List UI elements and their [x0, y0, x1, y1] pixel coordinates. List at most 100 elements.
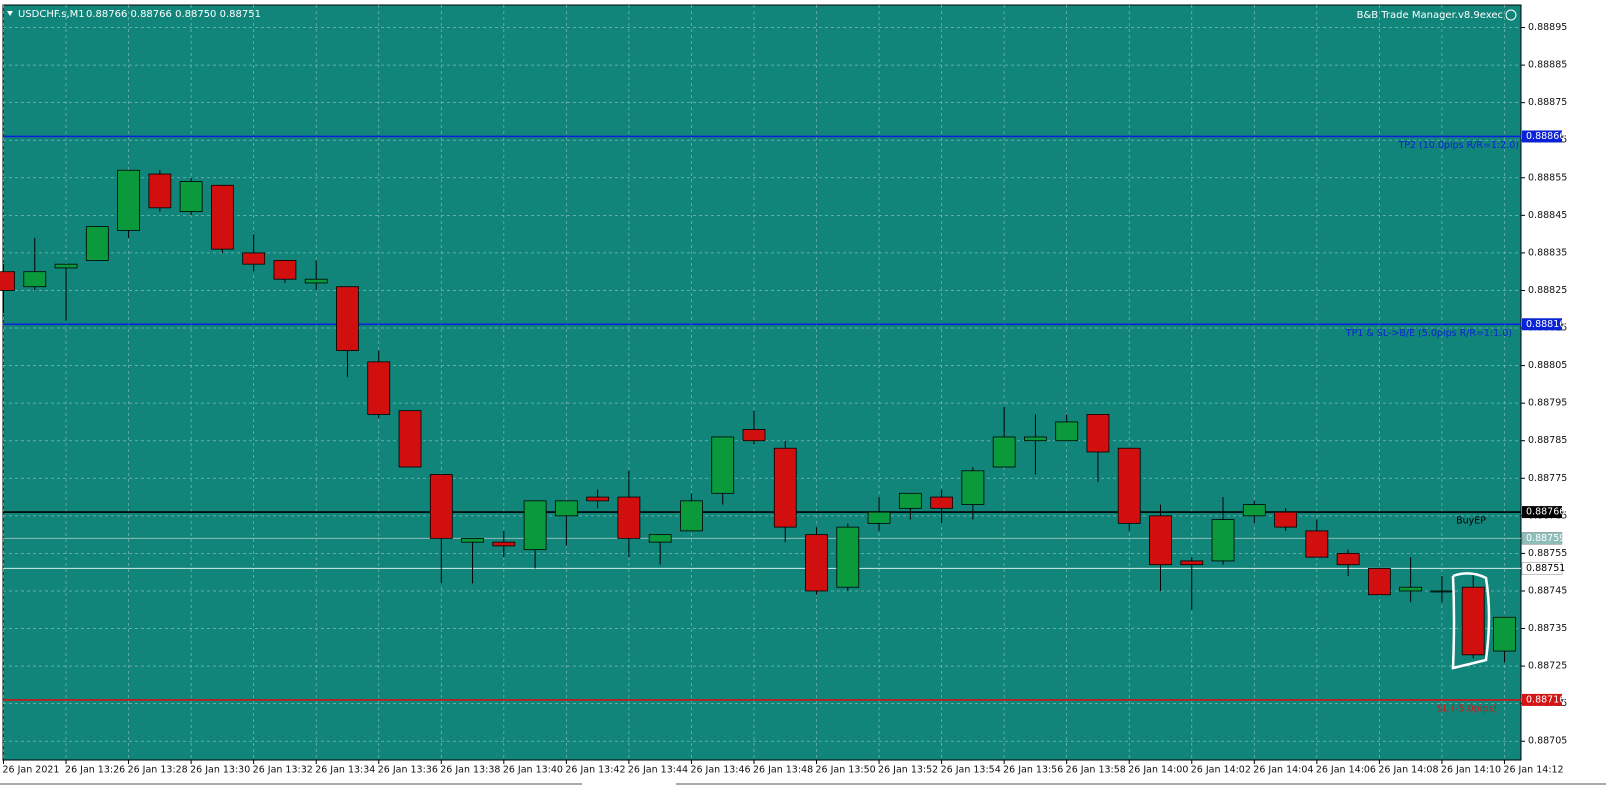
candle-body	[1274, 511, 1297, 528]
candle-body	[1117, 447, 1141, 524]
price-tag-label: 0.88751	[1526, 563, 1565, 574]
menu-triangle[interactable]	[7, 11, 13, 16]
x-tick-label: 26 Jan 13:26	[65, 765, 125, 776]
candle-body	[867, 511, 891, 524]
y-tick-label: 0.88835	[1528, 247, 1567, 258]
candle-body	[1024, 436, 1047, 442]
y-tick-label: 0.88825	[1528, 285, 1567, 296]
candle-body	[367, 361, 391, 415]
y-tick-label: 0.88745	[1528, 585, 1567, 596]
candle-body	[0, 271, 15, 291]
candle-body	[554, 500, 578, 517]
x-tick-label: 26 Jan 13:34	[315, 765, 375, 776]
candle-body	[836, 526, 860, 588]
y-tick-label: 0.88895	[1528, 22, 1567, 33]
y-tick-label: 0.88885	[1528, 60, 1567, 71]
candle-body	[398, 410, 422, 468]
price-tag	[1521, 562, 1563, 575]
candle-body	[148, 173, 172, 209]
grid	[3, 5, 1521, 760]
candle-body	[992, 436, 1016, 468]
price-tag-label: 0.88759	[1526, 533, 1565, 544]
candle-body	[429, 474, 453, 539]
candle-body	[1493, 616, 1516, 652]
level-tag-label: 0.88766	[1526, 507, 1565, 518]
level-tag	[1522, 693, 1562, 706]
candle-body	[85, 226, 109, 261]
x-tick-label: 26 Jan 13:28	[128, 765, 188, 776]
candle-body	[930, 496, 953, 509]
candle-body	[617, 496, 641, 539]
price-tag	[1521, 532, 1563, 545]
x-tick-label: 26 Jan 13:32	[253, 765, 313, 776]
candle-body	[1336, 553, 1360, 566]
x-tick-label: 26 Jan 13:44	[628, 765, 688, 776]
candle-body	[54, 263, 78, 269]
candle-body	[711, 436, 735, 494]
x-tick-label: 26 Jan 13:46	[690, 765, 750, 776]
highlight-scribble	[1451, 572, 1491, 670]
candle-body	[1055, 421, 1079, 442]
candle-body	[1399, 586, 1423, 592]
y-tick-label: 0.88705	[1528, 736, 1567, 747]
x-tick-label: 26 Jan 13:38	[440, 765, 500, 776]
y-tick-label: 0.88845	[1528, 210, 1567, 221]
candle-body	[1149, 515, 1172, 566]
level-tag	[1522, 318, 1562, 331]
level-tag	[1522, 130, 1562, 143]
candle-body	[648, 534, 672, 543]
x-axis: 26 Jan 2021 26 Jan 13:26 26 Jan 13:28 26 Ja…	[3, 760, 1564, 776]
candle-body	[1242, 504, 1266, 517]
level-label: TP2 (10.0pips R/R=1:2.0)	[1397, 140, 1519, 151]
candle-body	[273, 260, 297, 280]
y-tick-label: 0.88875	[1528, 97, 1567, 108]
level-label: TP1 & SL->B/E (5.0pips R/R=1:1.0)	[1345, 328, 1512, 339]
y-tick-label: 0.88795	[1528, 398, 1567, 409]
x-tick-label: 26 Jan 13:48	[753, 765, 813, 776]
candle-body	[1461, 586, 1485, 656]
plot-area	[2, 4, 1522, 761]
level-label: BuyEP	[1456, 516, 1486, 527]
level-label: SL (-5.0pips)	[1437, 703, 1497, 714]
candle-body	[210, 184, 234, 250]
x-tick-label: 26 Jan 13:52	[878, 765, 938, 776]
candle-body	[179, 181, 203, 212]
level-tag	[1522, 506, 1562, 519]
x-tick-label: 26 Jan 13:40	[503, 765, 563, 776]
level-tag-label: 0.88816	[1526, 319, 1565, 330]
y-tick-label: 0.88805	[1528, 360, 1567, 371]
y-tick-label: 0.88735	[1528, 623, 1567, 634]
candle-body	[1305, 530, 1329, 558]
candles	[0, 169, 1516, 663]
x-tick-label: 26 Jan 13:36	[378, 765, 438, 776]
x-tick-label: 26 Jan 14:12	[1503, 765, 1563, 776]
candle-body	[492, 541, 516, 547]
x-tick-label: 26 Jan 14:06	[1316, 765, 1376, 776]
candle-body	[242, 252, 266, 265]
candle-body	[523, 500, 547, 551]
x-tick-label: 26 Jan 14:08	[1378, 765, 1438, 776]
x-tick-label: 26 Jan 13:56	[1003, 765, 1063, 776]
x-tick-label: 26 Jan 13:30	[190, 765, 250, 776]
candle-body	[1211, 519, 1235, 562]
candle-body	[742, 429, 766, 442]
candle-body	[1430, 590, 1454, 593]
smiley-icon[interactable]	[1505, 9, 1517, 21]
candle-body	[773, 447, 797, 528]
x-tick-label: 26 Jan 14:10	[1441, 765, 1501, 776]
level-tag-label: 0.88866	[1526, 131, 1565, 142]
x-tick-label: 26 Jan 2021	[3, 765, 60, 776]
candle-body	[586, 496, 610, 502]
y-axis: 0.887050.887150.887250.887350.887450.887…	[1521, 22, 1567, 747]
candle-body	[461, 537, 484, 543]
candle-body	[1086, 414, 1110, 453]
candle-body	[304, 278, 328, 284]
candle-body	[23, 271, 47, 288]
candle-body	[1367, 568, 1391, 596]
x-tick-label: 26 Jan 14:04	[1253, 765, 1313, 776]
y-tick-label: 0.88755	[1528, 548, 1567, 559]
levels: TP2 (10.0pips R/R=1:2.0) TP1 & SL->B/E (5…	[3, 135, 1521, 714]
indicator-name: B&B Trade Manager.v8.9exec	[1357, 10, 1503, 21]
level-tag-label: 0.88716	[1526, 694, 1565, 705]
y-tick-label: 0.88855	[1528, 172, 1567, 183]
